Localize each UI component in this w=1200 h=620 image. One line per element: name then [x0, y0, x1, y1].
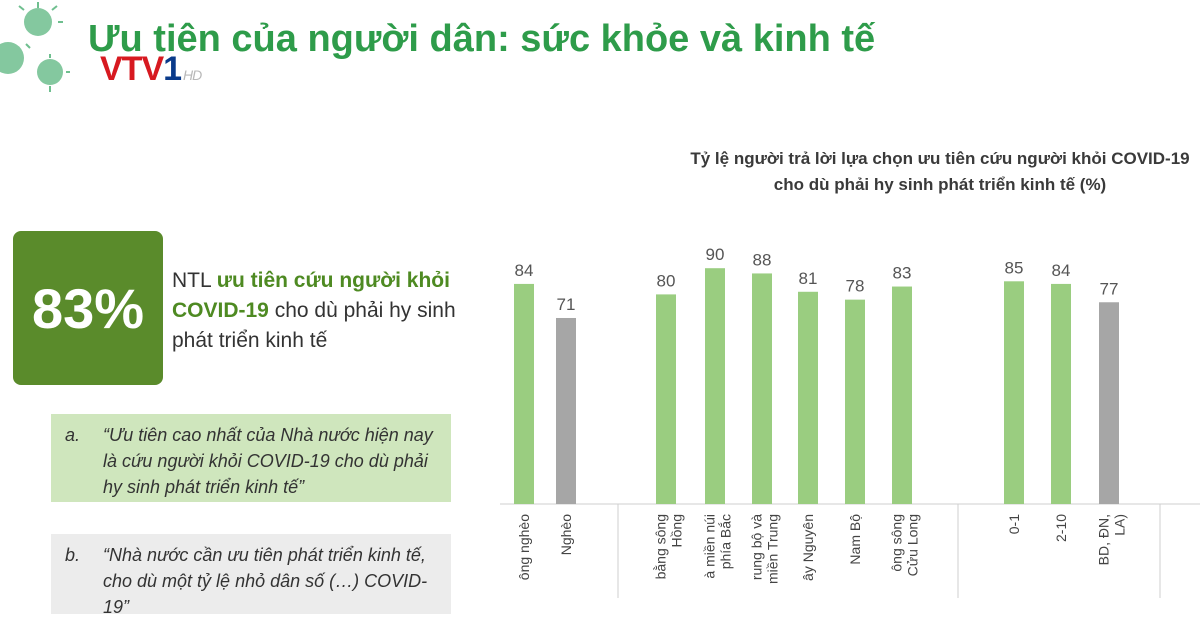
bar-value-label: 84	[515, 261, 534, 280]
category-label: Nghèo	[558, 514, 574, 555]
quote-a-letter: a.	[65, 425, 81, 445]
chart-title-line-2: cho dù phải hy sinh phát triển kinh tế (…	[773, 175, 1107, 194]
highlight-suffix: cho dù phải hy sinh phát triển kinh tế	[172, 299, 456, 352]
highlight-box: 83%	[13, 231, 163, 385]
category-label: ây Nguyên	[800, 514, 816, 581]
highlight-emphasis: ưu tiên cứu người khỏi COVID-19	[172, 269, 450, 322]
bar-value-label: 90	[706, 245, 725, 264]
highlight-value: 83%	[31, 276, 145, 340]
chart-title-line-1: Tỷ lệ người trả lời lựa chọn ưu tiên cứu…	[690, 149, 1190, 168]
chart-title: Tỷ lệ người trả lời lựa chọn ưu tiên cứu…	[560, 146, 1200, 198]
bar	[798, 291, 818, 504]
vtv-logo: VTV1 HD	[100, 50, 202, 88]
category-label: ông sôngCửu Long	[888, 514, 920, 576]
bar	[845, 299, 865, 504]
bar-value-label: 81	[799, 269, 818, 288]
category-label: 2-10	[1053, 514, 1069, 542]
bar-value-label: 85	[1005, 258, 1024, 277]
bar-value-label: 80	[657, 271, 676, 290]
quote-b: b. “Nhà nước cần ưu tiên phát triển kinh…	[51, 534, 451, 617]
bar-value-label: 71	[557, 295, 576, 314]
bar	[656, 294, 676, 504]
bar	[892, 286, 912, 504]
quote-a-text: “Ưu tiên cao nhất của Nhà nước hiện nay …	[103, 425, 433, 497]
highlight-prefix: NTL	[172, 269, 211, 292]
bar	[1099, 302, 1119, 504]
bar	[705, 268, 725, 504]
category-label: Nam Bộ	[847, 514, 863, 565]
virus-decoration-icon	[0, 2, 70, 92]
category-label: ông nghèo	[516, 514, 532, 580]
bar	[556, 317, 576, 504]
bar-chart: 84 ông nghèo 71 Nghèo 80 bằng sôngHồng 90 à miề…	[500, 245, 1200, 598]
bar	[1004, 281, 1024, 504]
category-label: rung bộ vàmiền Trung	[748, 514, 780, 584]
quote-b-letter: b.	[65, 545, 81, 565]
bar	[752, 273, 772, 504]
quote-a: a. “Ưu tiên cao nhất của Nhà nước hiện n…	[51, 414, 451, 502]
bar	[1051, 283, 1071, 504]
category-label: 0-1	[1006, 514, 1022, 534]
bar-value-label: 84	[1052, 261, 1071, 280]
quote-b-text: “Nhà nước cần ưu tiên phát triển kinh tế…	[103, 545, 428, 617]
page-title: Ưu tiên của người dân: sức khỏe và kinh …	[88, 18, 876, 60]
bar-value-label: 83	[893, 264, 912, 283]
bar	[514, 283, 534, 504]
highlight-text: NTL ưu tiên cứu người khỏi COVID-19 cho …	[172, 266, 472, 356]
bar-value-label: 88	[753, 250, 772, 269]
bar-value-label: 77	[1100, 279, 1119, 298]
category-label: BD, ĐN,LA)	[1095, 514, 1127, 565]
category-label: bằng sôngHồng	[652, 514, 684, 579]
category-label: à miền núiphía Bắc	[701, 514, 733, 579]
bar-value-label: 78	[846, 277, 865, 296]
